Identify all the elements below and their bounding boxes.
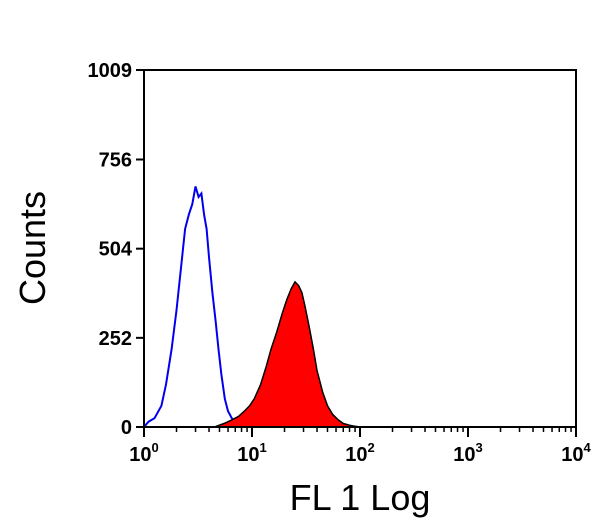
- y-tick-label: 252: [99, 328, 132, 350]
- y-tick-label: 756: [99, 150, 132, 172]
- x-tick-label: 102: [345, 440, 374, 466]
- series-filled-histogram: [214, 280, 361, 428]
- y-tick-label: 1009: [88, 60, 133, 82]
- x-tick-label: 100: [129, 440, 158, 466]
- x-axis-title: FL 1 Log: [290, 477, 431, 518]
- x-tick-label: 104: [561, 440, 591, 466]
- x-tick-label: 101: [237, 440, 266, 466]
- x-tick-label: 103: [453, 440, 482, 466]
- y-tick-label: 0: [121, 417, 132, 439]
- series-outline-histogram: [143, 186, 245, 428]
- y-axis-title: Counts: [12, 191, 53, 305]
- y-tick-label: 504: [99, 239, 133, 261]
